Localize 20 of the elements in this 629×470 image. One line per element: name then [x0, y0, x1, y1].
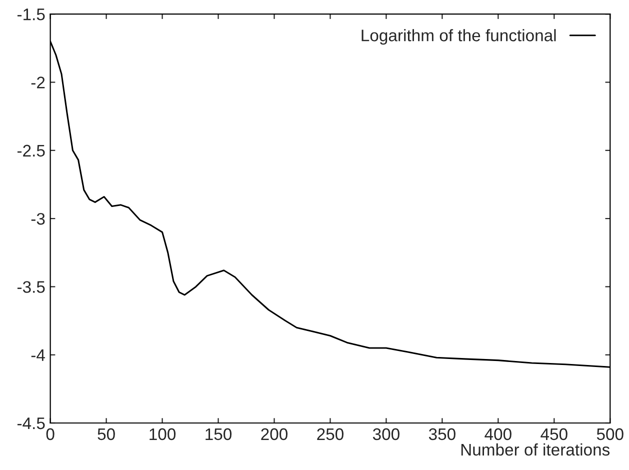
x-tick-label: 300 [372, 428, 400, 440]
legend-label: Logarithm of the functional [362, 29, 556, 45]
y-tick-label: -2.5 [17, 144, 45, 157]
y-tick-label: -3 [31, 212, 45, 225]
x-tick-label: 350 [428, 428, 456, 440]
y-tick-label: -2 [31, 76, 45, 88]
y-tick-label: -4.5 [17, 418, 45, 430]
x-tick-label: 400 [484, 428, 512, 440]
x-tick-label: 0 [46, 428, 54, 440]
x-tick-label: 50 [98, 428, 115, 440]
x-tick-label: 500 [596, 428, 624, 440]
x-axis-title: Number of iterations [461, 443, 610, 456]
x-tick-label: 200 [261, 428, 288, 440]
y-tick-label: -4 [31, 349, 45, 361]
y-tick-label: -3.5 [17, 281, 45, 293]
x-tick-label: 250 [317, 428, 344, 440]
y-tick-label: -1.5 [17, 8, 45, 20]
x-tick-label: 150 [206, 428, 232, 440]
x-tick-label: 450 [540, 428, 568, 440]
x-tick-label: 100 [150, 428, 176, 440]
